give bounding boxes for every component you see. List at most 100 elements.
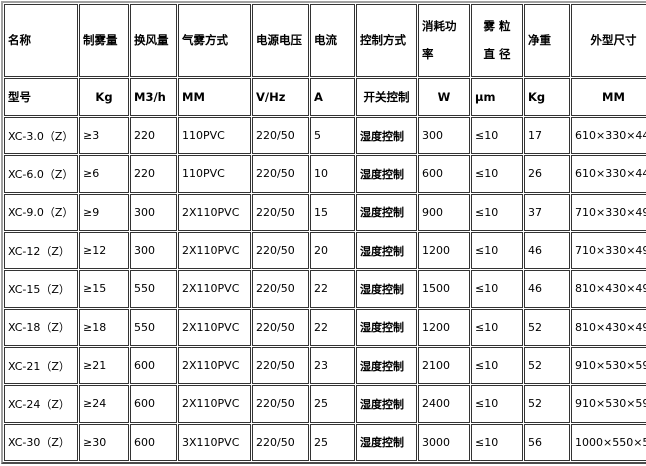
table-cell: XC-24（Z） xyxy=(4,385,78,423)
table-cell: 23 xyxy=(310,346,355,385)
table-cell: 810×430×490 xyxy=(571,270,646,308)
table-cell: XC-9.0（Z） xyxy=(4,193,78,231)
table-cell: ≥21 xyxy=(79,346,129,385)
table-cell: 5 xyxy=(310,116,355,155)
table-cell: 46 xyxy=(524,270,570,308)
table-cell: 湿度控制 xyxy=(356,193,417,231)
header-power-text: 消耗功率 xyxy=(422,19,457,62)
header-cell: 电源电压 xyxy=(252,4,309,77)
table-cell: 1200 xyxy=(418,308,470,346)
table-cell: 300 xyxy=(130,231,177,270)
table-cell: 2X110PVC xyxy=(178,193,251,231)
table-cell: ≤10 xyxy=(471,270,523,308)
unit-cell: MM xyxy=(571,77,646,116)
table-cell: 22 xyxy=(310,308,355,346)
table-cell: ≥12 xyxy=(79,231,129,270)
table-cell: 600 xyxy=(418,155,470,193)
table-cell: 3000 xyxy=(418,423,470,461)
table-cell: ≥24 xyxy=(79,385,129,423)
table-row: XC-15（Z） ≥15 550 2X110PVC 220/50 22 湿度控制 1500 ≤1… xyxy=(4,270,646,308)
table-cell: 810×430×490 xyxy=(571,308,646,346)
table-cell: 220/50 xyxy=(252,155,309,193)
table-cell: 2X110PVC xyxy=(178,270,251,308)
unit-cell: Kg xyxy=(524,77,570,116)
table-cell: 2X110PVC xyxy=(178,346,251,385)
header-line: 直 径 xyxy=(483,47,511,62)
table-cell: 110PVC xyxy=(178,155,251,193)
header-cell: 气雾方式 xyxy=(178,4,251,77)
table-cell: 220 xyxy=(130,155,177,193)
table-cell: 2400 xyxy=(418,385,470,423)
table-cell: 300 xyxy=(130,193,177,231)
table-cell: 湿度控制 xyxy=(356,231,417,270)
table-cell: ≤10 xyxy=(471,385,523,423)
table-cell: XC-18（Z） xyxy=(4,308,78,346)
table-cell: 52 xyxy=(524,346,570,385)
table-cell: XC-12（Z） xyxy=(4,231,78,270)
header-cell: 控制方式 xyxy=(356,4,417,77)
unit-cell: MM xyxy=(178,77,251,116)
table-cell: XC-3.0（Z） xyxy=(4,116,78,155)
header-cell: 制雾量 xyxy=(79,4,129,77)
table-cell: ≤10 xyxy=(471,423,523,461)
table-cell: 湿度控制 xyxy=(356,385,417,423)
table-cell: ≤10 xyxy=(471,308,523,346)
table-cell: 25 xyxy=(310,423,355,461)
table-cell: ≤10 xyxy=(471,155,523,193)
table-row: XC-3.0（Z） ≥3 220 110PVC 220/50 5 湿度控制 300 ≤10 17 6… xyxy=(4,116,646,155)
table-cell: 110PVC xyxy=(178,116,251,155)
table-cell: 湿度控制 xyxy=(356,155,417,193)
unit-cell: 型号 xyxy=(4,77,78,116)
header-cell: 电流 xyxy=(310,4,355,77)
table-cell: ≥6 xyxy=(79,155,129,193)
table-cell: 20 xyxy=(310,231,355,270)
table-cell: 2X110PVC xyxy=(178,308,251,346)
header-cell-particle: 雾 粒直 径 xyxy=(471,4,523,77)
header-cell: 名称 xyxy=(4,4,78,77)
table-cell: 600 xyxy=(130,346,177,385)
table-cell: 52 xyxy=(524,308,570,346)
table-cell: 1200 xyxy=(418,231,470,270)
table-cell: 710×330×490 xyxy=(571,193,646,231)
table-row: XC-18（Z） ≥18 550 2X110PVC 220/50 22 湿度控制 1200 ≤1… xyxy=(4,308,646,346)
table-cell: 220/50 xyxy=(252,193,309,231)
unit-cell: 开关控制 xyxy=(356,77,417,116)
table-cell: ≤10 xyxy=(471,116,523,155)
table-cell: 22 xyxy=(310,270,355,308)
table-cell: 37 xyxy=(524,193,570,231)
table-cell: 26 xyxy=(524,155,570,193)
header-row: 名称 制雾量 换风量 气雾方式 电源电压 电流 控制方式 消耗功率 雾 粒直 径… xyxy=(4,4,646,77)
table-cell: 52 xyxy=(524,385,570,423)
table-cell: ≥15 xyxy=(79,270,129,308)
table-cell: ≤10 xyxy=(471,346,523,385)
table-cell: ≥30 xyxy=(79,423,129,461)
table-cell: 2X110PVC xyxy=(178,231,251,270)
table-cell: 2X110PVC xyxy=(178,385,251,423)
table-cell: 湿度控制 xyxy=(356,116,417,155)
table-cell: 湿度控制 xyxy=(356,308,417,346)
table-cell: 710×330×490 xyxy=(571,231,646,270)
table-cell: 湿度控制 xyxy=(356,423,417,461)
table-row: XC-30（Z） ≥30 600 3X110PVC 220/50 25 湿度控制 3000 ≤1… xyxy=(4,423,646,461)
table-cell: 220/50 xyxy=(252,385,309,423)
table-cell: ≥3 xyxy=(79,116,129,155)
header-line: 雾 粒 xyxy=(483,19,511,34)
table-cell: 610×330×440 xyxy=(571,155,646,193)
table-cell: 17 xyxy=(524,116,570,155)
table-cell: 1500 xyxy=(418,270,470,308)
unit-cell: W xyxy=(418,77,470,116)
table-cell: 220 xyxy=(130,116,177,155)
table-cell: XC-15（Z） xyxy=(4,270,78,308)
table-cell: ≥9 xyxy=(79,193,129,231)
table-cell: 300 xyxy=(418,116,470,155)
table-row: XC-24（Z） ≥24 600 2X110PVC 220/50 25 湿度控制 2400 ≤1… xyxy=(4,385,646,423)
table-cell: 910×530×590 xyxy=(571,385,646,423)
table-cell: ≥18 xyxy=(79,308,129,346)
table-cell: 2100 xyxy=(418,346,470,385)
header-cell: 净重 xyxy=(524,4,570,77)
table-cell: 15 xyxy=(310,193,355,231)
table-cell: 900 xyxy=(418,193,470,231)
table-cell: 10 xyxy=(310,155,355,193)
table-cell: 湿度控制 xyxy=(356,346,417,385)
table-cell: 550 xyxy=(130,270,177,308)
